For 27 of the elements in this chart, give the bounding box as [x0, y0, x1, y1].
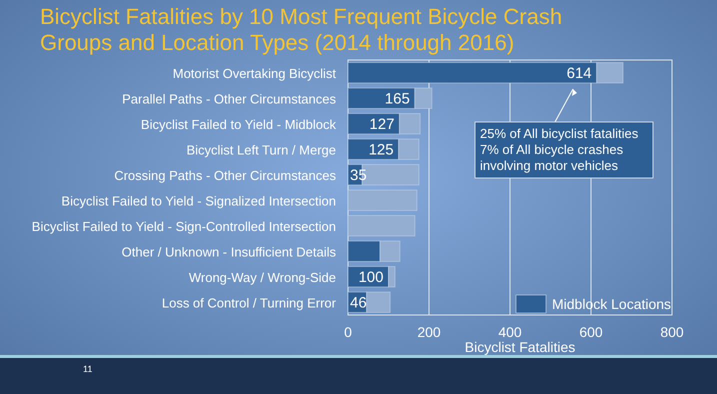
data-label: 165 — [384, 90, 410, 108]
x-tick-label: 400 — [498, 324, 522, 340]
data-label: 46 — [350, 294, 367, 312]
y-tick-label: Bicyclist Left Turn / Merge — [186, 142, 336, 158]
y-tick-label: Parallel Paths - Other Circumstances — [122, 91, 336, 106]
y-tick-label: Bicyclist Failed to Yield - Signalized Intersection — [61, 193, 336, 208]
x-tick-label: 0 — [344, 324, 352, 340]
bar — [348, 215, 416, 236]
x-axis-title: Bicyclist Fatalities — [464, 339, 576, 355]
y-tick-label: Other / Unknown - Insufficient Details — [122, 244, 336, 260]
data-label: 125 — [368, 141, 394, 158]
x-tick-label: 200 — [417, 324, 441, 340]
text: 11 — [83, 364, 92, 374]
y-tick-label: Crossing Paths - Other Circumstances — [114, 168, 336, 183]
annotation: 25% of All bicyclist fatalities 7% of All bicycle crashes involving motor vehicles — [480, 126, 639, 173]
y-tick-label: Bicyclist Failed to Yield - Sign-Controlled Intersection — [32, 218, 336, 234]
y-tick-label: Motorist Overtaking Bicyclist — [172, 66, 336, 81]
data-label: 127 — [369, 116, 394, 133]
data-label: 100 — [358, 268, 384, 286]
x-tick-label: 600 — [579, 324, 603, 340]
y-tick-label: Loss of Control / Turning Error — [162, 295, 337, 310]
bar — [348, 190, 418, 211]
y-tick-label: Wrong-Way / Wrong-Side — [188, 270, 336, 285]
x-tick-label: 800 — [660, 324, 684, 340]
data-label: 614 — [566, 64, 592, 82]
chart-title: Bicyclist Fatalities by 10 Most Frequent Bicycle Crash Groups and Location Types (2014 through 2016) — [40, 4, 562, 55]
y-tick-label: Bicyclist Failed to Yield - Midblock — [140, 116, 336, 132]
